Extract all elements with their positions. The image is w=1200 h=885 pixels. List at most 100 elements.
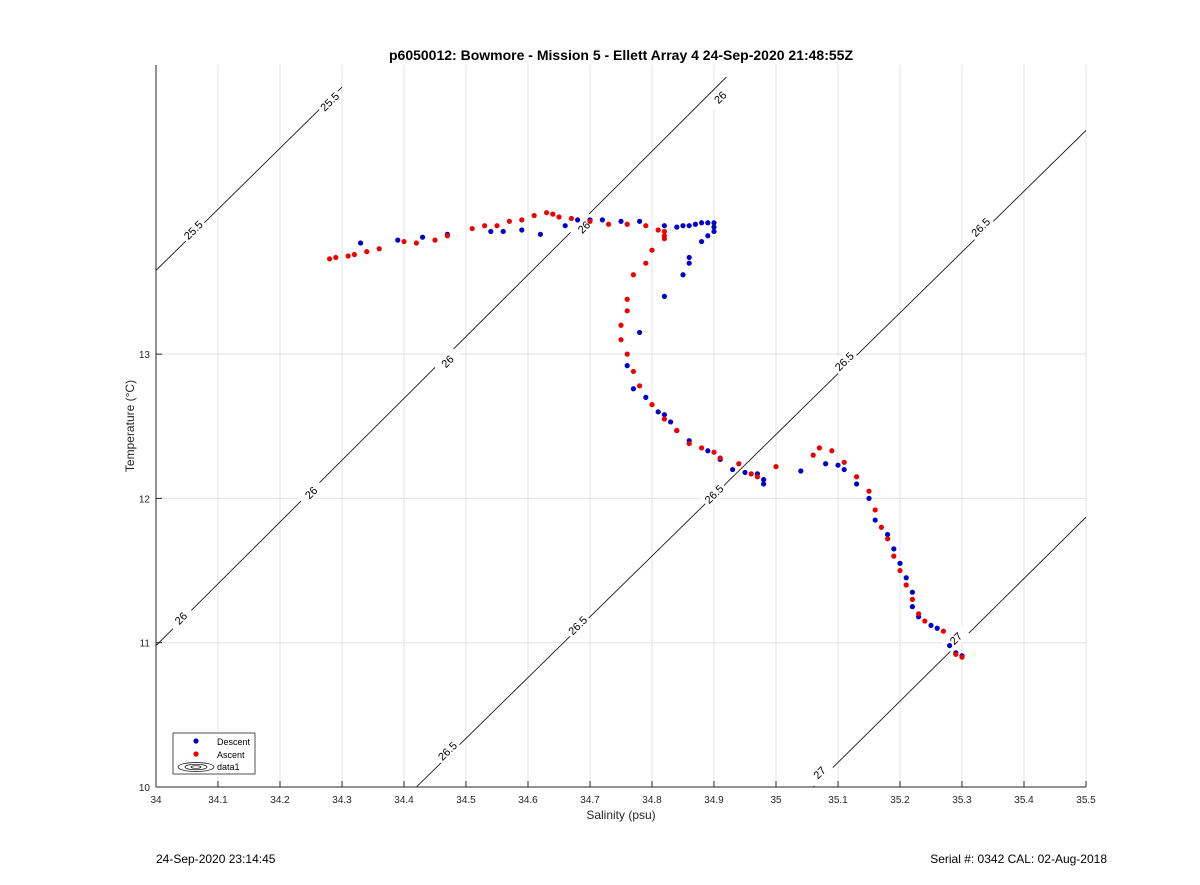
- ascent-point: [866, 488, 872, 494]
- x-tick-label: 35.5: [1076, 795, 1096, 806]
- ascent-point: [469, 225, 475, 232]
- descent-point: [686, 223, 692, 229]
- ascent-point: [364, 249, 370, 255]
- ascent-point: [531, 212, 537, 219]
- ascent-point: [674, 427, 680, 434]
- ascent-point: [637, 383, 643, 389]
- x-tick-label: 35.3: [952, 795, 972, 806]
- x-tick-label: 35.1: [828, 795, 848, 806]
- ascent-point: [333, 254, 339, 261]
- ascent-point: [922, 618, 928, 624]
- chart-title: p6050012: Bowmore - Mission 5 - Ellett A…: [389, 47, 853, 63]
- descent-point: [692, 221, 699, 227]
- legend-descent-marker: [193, 738, 199, 744]
- ascent-point: [568, 215, 575, 222]
- contour-label-gap: [433, 347, 462, 376]
- descent-point: [885, 531, 891, 538]
- ascent-point: [655, 227, 661, 233]
- ascent-point: [810, 452, 816, 458]
- descent-point: [395, 237, 401, 243]
- ascent-point: [432, 237, 438, 243]
- ascent-point: [773, 464, 779, 470]
- legend-data1-label: data1: [217, 762, 240, 772]
- descent-point: [866, 495, 872, 501]
- ascent-point: [649, 402, 655, 408]
- legend-ascent-marker: [193, 751, 199, 757]
- descent-point: [742, 469, 748, 476]
- contour-legend-icon: [177, 762, 215, 772]
- descent-point: [537, 231, 544, 237]
- ascent-point: [401, 238, 407, 245]
- descent-point: [488, 228, 494, 235]
- descent-point: [872, 517, 878, 523]
- x-tick-label: 35.2: [890, 795, 910, 806]
- contour-label-gap: [166, 604, 195, 633]
- ascent-point: [699, 445, 705, 451]
- descent-point: [897, 560, 903, 566]
- x-tick-label: 34.1: [208, 795, 228, 806]
- contour-label-gap: [966, 213, 995, 242]
- contour-label-gap: [563, 611, 592, 640]
- descent-point: [705, 233, 711, 239]
- ascent-point: [624, 308, 630, 314]
- density-contour-27: [812, 516, 1087, 788]
- ascent-point: [878, 524, 885, 530]
- ascent-point: [413, 240, 419, 246]
- descent-point: [668, 419, 674, 425]
- x-tick-label: 35: [770, 795, 782, 806]
- descent-point: [909, 604, 916, 610]
- ascent-point: [885, 536, 891, 542]
- descent-point: [730, 466, 736, 473]
- descent-point: [420, 234, 426, 240]
- x-axis-ticks: 34 34.1 34.2 34.3 34.4 34.5 34.6 34.7 34.8 34.9 35…: [150, 781, 1096, 806]
- ascent-point: [953, 651, 959, 657]
- ascent-point: [829, 448, 835, 454]
- ascent-point: [717, 455, 723, 461]
- contour-label-gap: [433, 736, 462, 766]
- contour-label-gap: [706, 83, 735, 112]
- descent-point: [655, 409, 661, 415]
- descent-point: [661, 412, 668, 418]
- ascent-point: [686, 440, 692, 447]
- legend: Descent Ascent data1: [172, 732, 256, 775]
- x-tick-label: 34.9: [704, 795, 724, 806]
- ascent-point: [624, 221, 630, 227]
- descent-point: [934, 625, 940, 631]
- ascent-point: [587, 218, 593, 224]
- footer-timestamp: 24-Sep-2020 23:14:45: [156, 852, 276, 866]
- descent-point: [680, 223, 686, 229]
- ascent-point: [643, 223, 649, 229]
- data-points: [327, 210, 965, 660]
- x-tick-label: 34.4: [394, 795, 414, 806]
- ascent-point: [482, 223, 488, 229]
- descent-point: [903, 575, 909, 581]
- ascent-point: [519, 217, 525, 223]
- descent-point: [686, 254, 692, 261]
- descent-point: [624, 363, 630, 369]
- contour-label-gap: [296, 478, 326, 507]
- ascent-point: [959, 654, 965, 660]
- descent-point: [562, 223, 568, 229]
- descent-point: [711, 228, 717, 235]
- descent-point: [891, 546, 897, 552]
- descent-point: [699, 220, 705, 226]
- descent-point: [686, 260, 692, 266]
- descent-point: [637, 329, 643, 336]
- ascent-point: [897, 567, 903, 574]
- y-tick-label: 10: [139, 783, 151, 794]
- descent-point: [699, 238, 705, 245]
- ascent-point: [661, 416, 668, 422]
- ascent-point: [494, 223, 500, 229]
- ascent-point: [506, 218, 512, 224]
- descent-point: [947, 642, 953, 649]
- descent-point: [841, 466, 847, 473]
- x-tick-label: 35.4: [1014, 795, 1034, 806]
- descent-point: [761, 477, 767, 483]
- ascent-point: [327, 256, 333, 262]
- descent-point: [661, 223, 668, 229]
- x-tick-label: 34: [150, 795, 162, 806]
- x-tick-label: 34.6: [518, 795, 538, 806]
- ascent-point: [872, 507, 878, 513]
- descent-point: [358, 240, 364, 246]
- descent-point: [798, 468, 804, 474]
